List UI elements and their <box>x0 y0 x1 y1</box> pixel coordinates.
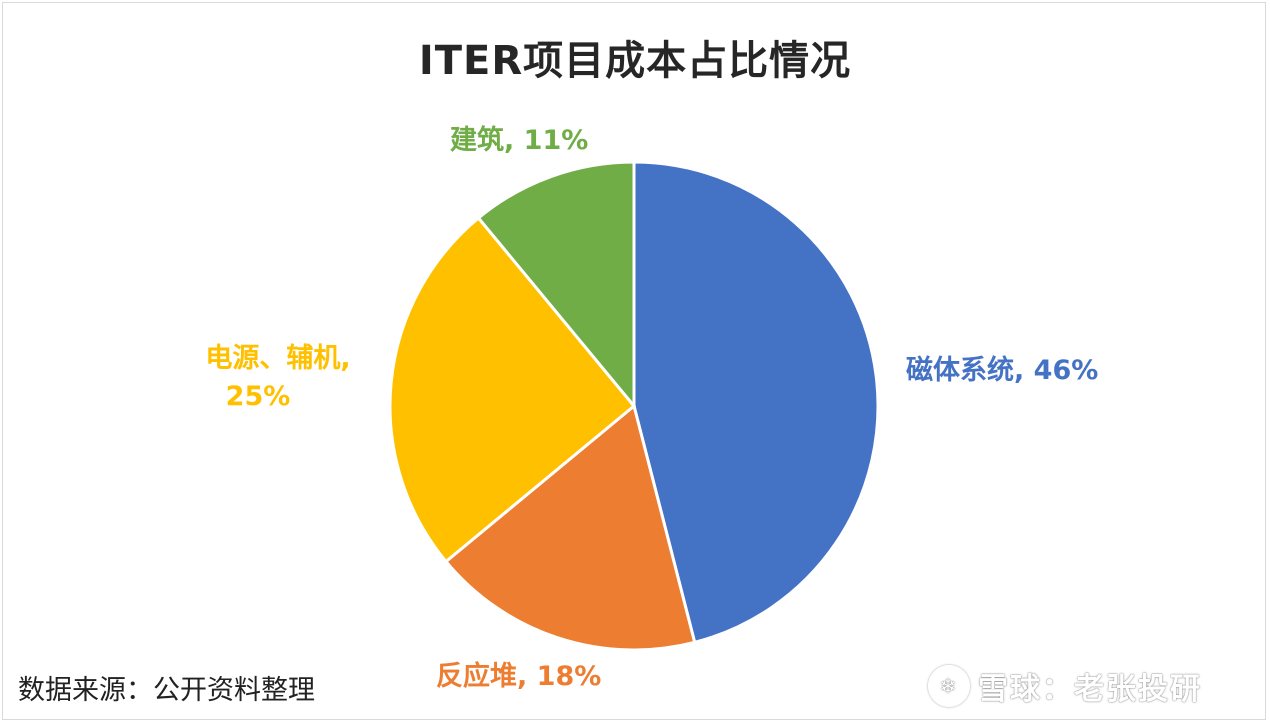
snowball-logo-icon: ❄ <box>928 665 970 707</box>
label-building: 建筑, 11% <box>450 125 589 156</box>
label-power-auxiliary-line2: 25% <box>225 381 291 412</box>
slice-magnet-system <box>632 160 880 645</box>
slice-building <box>476 160 636 411</box>
chart-title: ITER项目成本占比情况 <box>418 38 852 84</box>
label-reactor: 反应堆, 18% <box>436 661 602 692</box>
watermark: ❄ 雪球：老张投研 <box>928 664 1202 708</box>
label-power-auxiliary-line1: 电源、辅机, <box>205 343 351 374</box>
watermark-text: 雪球：老张投研 <box>978 672 1202 707</box>
data-source-note: 数据来源：公开资料整理 <box>18 675 315 706</box>
slice-reactor <box>443 403 697 652</box>
slice-power-auxiliary <box>388 215 637 564</box>
label-power-auxiliary: 电源、辅机, 25% <box>190 340 366 416</box>
label-magnet-system: 磁体系统, 46% <box>906 355 1099 386</box>
